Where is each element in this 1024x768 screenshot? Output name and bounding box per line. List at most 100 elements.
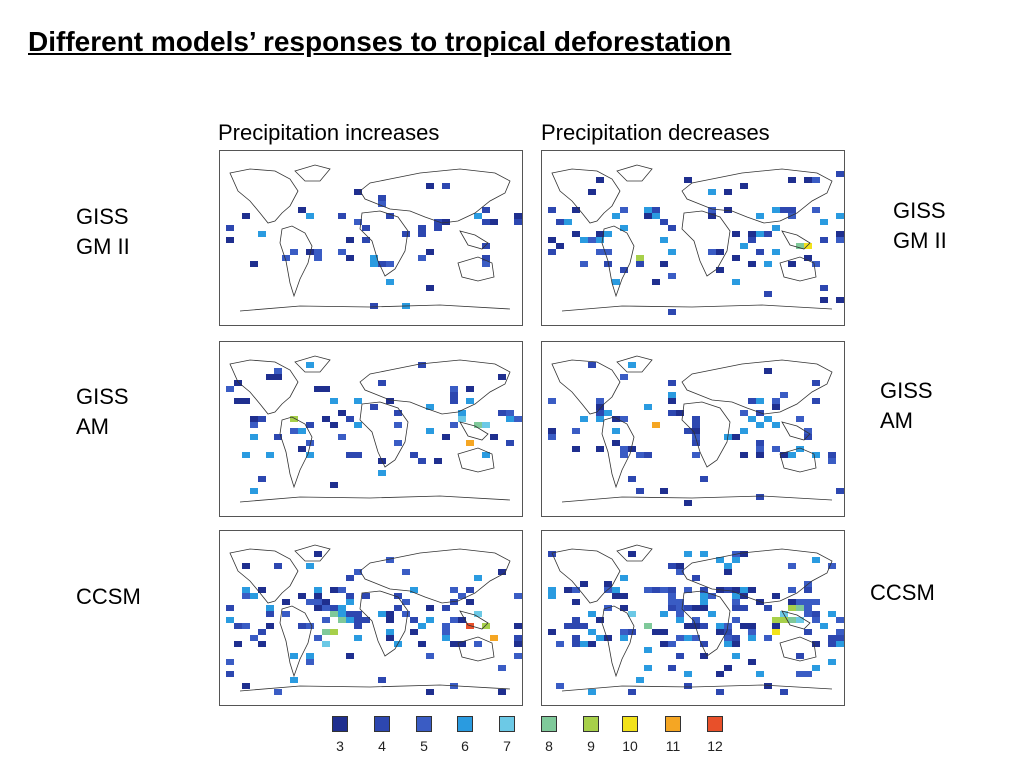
grid-cell [322,599,330,605]
grid-cell [354,189,362,195]
coastline [239,495,511,503]
grid-cell [418,255,426,261]
grid-cell [828,611,836,617]
grid-cell [450,599,458,605]
grid-cell [322,641,330,647]
grid-cell [442,629,450,635]
grid-cell [514,641,522,647]
grid-cell [716,689,724,695]
grid-cell [708,189,716,195]
grid-cell [732,434,740,440]
grid-cell [580,261,588,267]
grid-cell [700,593,708,599]
grid-cell [572,587,580,593]
grid-cell [692,452,700,458]
grid-cell [788,177,796,183]
grid-cell [314,255,322,261]
grid-cell [740,551,748,557]
grid-cell [732,255,740,261]
grid-cell [572,635,580,641]
slide-title: Different models’ responses to tropical … [28,26,732,57]
grid-cell [764,291,772,297]
grid-cell [426,183,434,189]
grid-cell [450,587,458,593]
grid-cell [668,398,676,404]
coastline [239,684,511,692]
legend-swatch [622,716,638,732]
grid-cell [596,237,604,243]
grid-cell [804,629,812,635]
grid-cell [556,219,564,225]
grid-cell [620,605,628,611]
grid-cell [788,261,796,267]
grid-cell [402,599,410,605]
grid-cell [708,593,716,599]
grid-cell [604,261,612,267]
grid-cell [572,599,580,605]
coastline [294,164,331,182]
grid-cell [668,410,676,416]
grid-cell [628,476,636,482]
legend-label: 9 [587,738,595,754]
grid-cell [756,446,764,452]
grid-cell [684,623,692,629]
coastline [359,401,409,468]
grid-cell [354,219,362,225]
grid-cell [442,623,450,629]
grid-cell [426,605,434,611]
grid-cell [418,362,426,368]
label-line: GISS [893,198,946,223]
legend-item: 10 [618,716,642,754]
grid-cell [748,398,756,404]
grid-cell [338,587,346,593]
grid-cell [596,617,604,623]
grid-cell [482,243,490,249]
coastline [457,447,495,473]
grid-cell [668,641,676,647]
grid-cell [812,177,820,183]
grid-cell [346,617,354,623]
grid-cell [676,410,684,416]
grid-cell [732,599,740,605]
coastline [616,355,653,373]
grid-cell [322,386,330,392]
grid-cell [644,207,652,213]
grid-cell [588,237,596,243]
grid-cell [458,410,466,416]
grid-cell [588,629,596,635]
grid-cell [548,629,556,635]
grid-cell [548,249,556,255]
coastline [601,416,635,489]
grid-cell [426,617,434,623]
grid-cell [514,416,522,422]
grid-cell [804,671,812,677]
grid-cell [274,368,282,374]
grid-cell [764,635,772,641]
grid-cell [612,440,620,446]
grid-cell [306,623,314,629]
grid-cell [684,635,692,641]
map-giss-am-increases [219,341,523,517]
grid-cell [796,605,804,611]
column-header-increases: Precipitation increases [218,120,440,145]
grid-cell [266,374,274,380]
coastline [681,590,731,657]
grid-cell [514,623,522,629]
row-label-left-giss-am: GISS AM [76,382,129,442]
grid-cell [796,653,804,659]
grid-cell [812,665,820,671]
grid-cell [620,635,628,641]
grid-cell [740,243,748,249]
grid-cell [668,249,676,255]
grid-cell [772,623,780,629]
coastline [239,304,511,312]
grid-cell [812,207,820,213]
grid-cell [306,249,314,255]
grid-cell [692,623,700,629]
grid-cell [442,434,450,440]
grid-cell [748,659,756,665]
grid-cell [636,261,644,267]
grid-cell [772,629,780,635]
grid-cell [378,201,386,207]
grid-cell [756,422,764,428]
